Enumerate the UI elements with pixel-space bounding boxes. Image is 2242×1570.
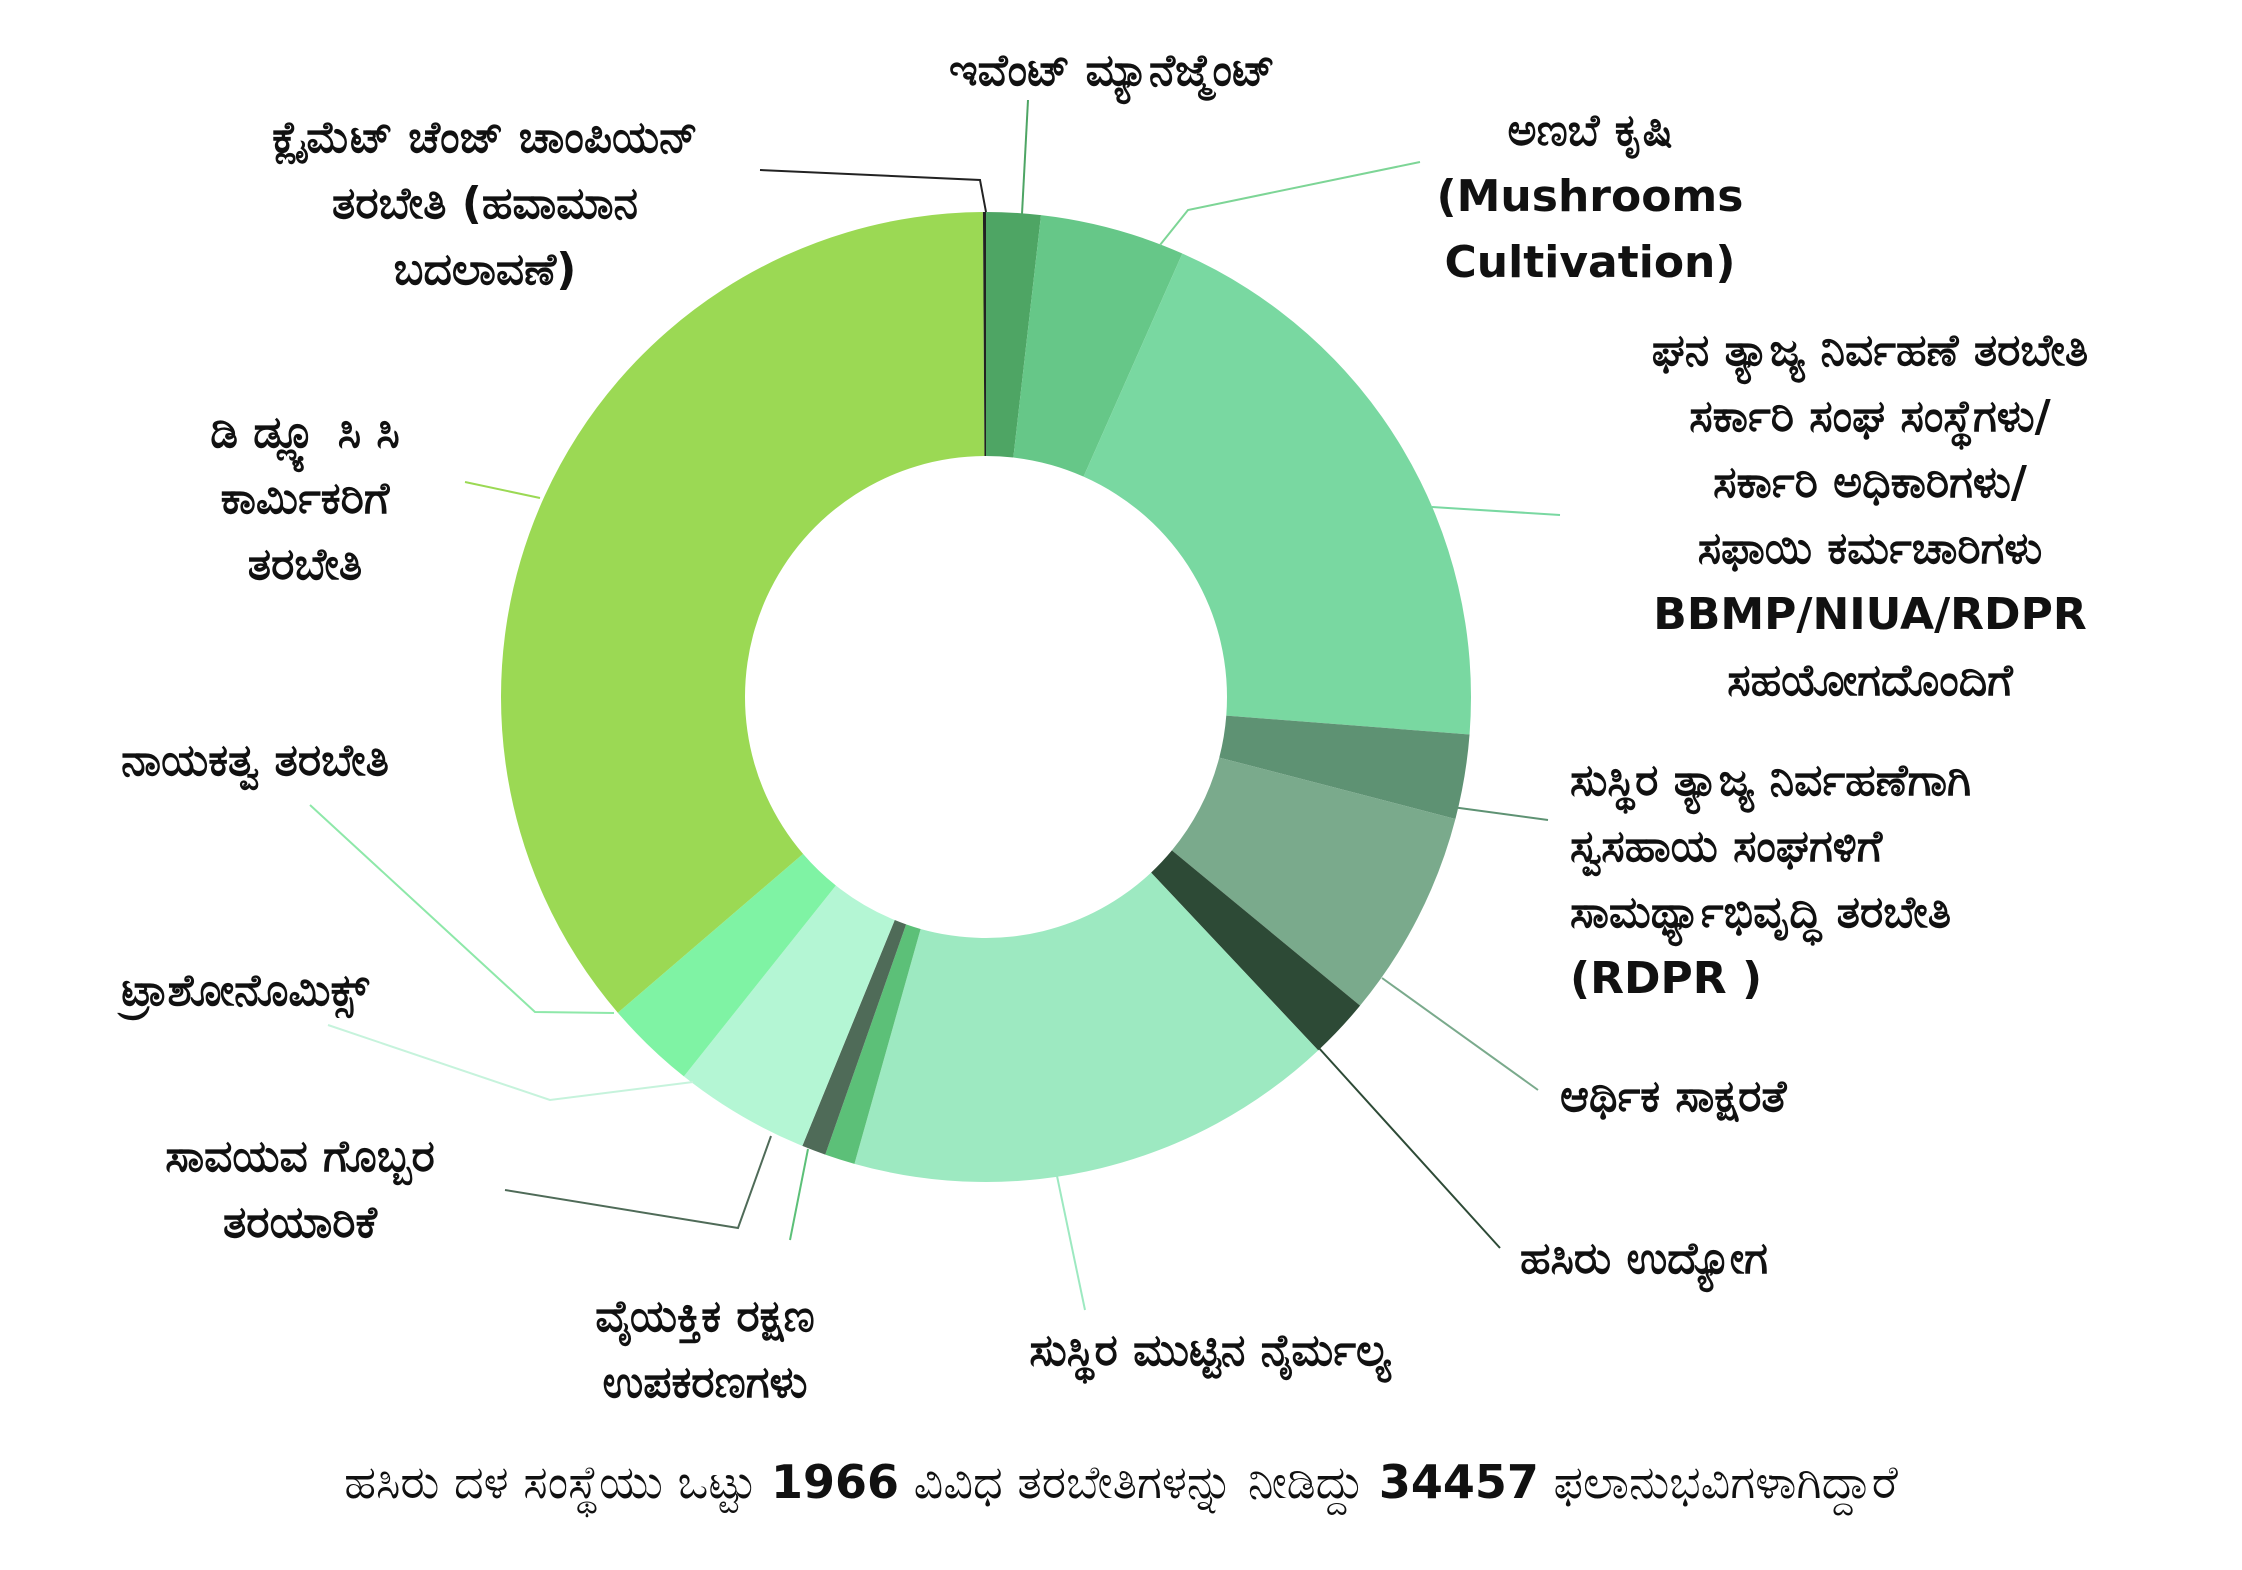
leader-line bbox=[327, 1024, 694, 1102]
slice-label-line: Cultivation) bbox=[1444, 237, 1736, 288]
leader-line bbox=[1381, 977, 1539, 1091]
donut-slice bbox=[1151, 850, 1361, 1051]
footer-suffix: ಫಲಾನುಭವಿಗಳಾಗಿದ್ದಾರೆ bbox=[1538, 1455, 1898, 1509]
donut-slice bbox=[1013, 215, 1183, 477]
slice-label-line: ತರಬೇತಿ (ಹವಾಮಾನ bbox=[332, 178, 638, 229]
slice-label: ಘನ ತ್ಯಾಜ್ಯ ನಿರ್ವಹಣೆ ತರಬೇತಿ ಸರ್ಕಾರಿ ಸಂಘ ಸಂ… bbox=[1500, 318, 2240, 714]
slice-label-line: ಅಣಬೆ ಕೃಷಿ bbox=[1507, 105, 1673, 156]
leader-line bbox=[1317, 1046, 1501, 1249]
slice-label-line: ವೈಯಕ್ತಿಕ ರಕ್ಷಣ bbox=[595, 1291, 815, 1342]
leader-line bbox=[1159, 161, 1421, 246]
slice-label-line: ತರಬೇತಿ bbox=[247, 539, 363, 590]
slice-label: ಕ್ಲೈಮೆಟ್ ಚೆಂಜ್ ಚಾಂಪಿಯನ್ ತರಬೇತಿ (ಹವಾಮಾನ ಬದಲ… bbox=[165, 105, 805, 303]
slice-label-line: ಬದಲಾವಣೆ) bbox=[393, 244, 577, 295]
donut-slice bbox=[854, 872, 1319, 1183]
footer-prefix: ಹಸಿರು ದಳ ಸಂಸ್ಥೆಯು ಒಟ್ಟು bbox=[344, 1455, 772, 1509]
slice-label-line: ಸಾವಯವ ಗೊಬ್ಬರ bbox=[165, 1131, 435, 1182]
footer-middle: ವಿವಿಧ ತರಬೇತಿಗಳನ್ನು ನೀಡಿದ್ದು bbox=[899, 1455, 1379, 1509]
donut-slice bbox=[825, 924, 921, 1164]
slice-label-line: ಕಾರ್ಮಿಕರಿಗೆ bbox=[220, 473, 390, 524]
donut-slice bbox=[683, 885, 895, 1146]
slice-label: ಇವೆಂಟ್ ಮ್ಯಾನೆಜ್ಮೆಂಟ್ bbox=[812, 38, 1412, 104]
donut-slice bbox=[982, 212, 986, 457]
slice-label-line: ಸಾಮರ್ಥ್ಯಾಭಿವೃದ್ಧಿ ತರಬೇತಿ bbox=[1570, 887, 1952, 938]
slice-label-line: ಹಸಿರು ಉದ್ಯೋಗ bbox=[1520, 1233, 1768, 1284]
leader-line bbox=[504, 1135, 772, 1230]
donut-slice bbox=[500, 212, 985, 1013]
leader-line bbox=[309, 804, 615, 1014]
footer-caption: ಹಸಿರು ದಳ ಸಂಸ್ಥೆಯು ಒಟ್ಟು 1966 ವಿವಿಧ ತರಬೇತ… bbox=[0, 1455, 2242, 1511]
leader-line bbox=[759, 169, 987, 213]
slice-label: ಸುಸ್ಥಿರ ತ್ಯಾಜ್ಯ ನಿರ್ವಹಣೆಗಾಗಿ ಸ್ವಸಹಾಯ ಸಂಘಗ… bbox=[1570, 748, 2210, 1012]
slice-label: ನಾಯಕತ್ವ ತರಬೇತಿ bbox=[45, 728, 465, 794]
leader-line bbox=[1431, 506, 1561, 516]
slice-label-line: ಸ್ವಸಹಾಯ ಸಂಘಗಳಿಗೆ bbox=[1570, 821, 1883, 872]
slice-label-line: ಇವೆಂಟ್ ಮ್ಯಾನೆಜ್ಮೆಂಟ್ bbox=[948, 45, 1276, 96]
slice-label: ಸಾವಯವ ಗೊಬ್ಬರ ತರಯಾರಿಕೆ bbox=[85, 1124, 515, 1256]
donut-slice bbox=[986, 212, 1042, 458]
slice-label: ಅಣಬೆ ಕೃಷಿ (Mushrooms Cultivation) bbox=[1370, 98, 1810, 296]
slice-label-line: ಉಪಕರಣಗಳು bbox=[602, 1357, 808, 1408]
footer-trainings-count: 1966 bbox=[771, 1455, 900, 1509]
donut-slice bbox=[802, 920, 907, 1155]
slice-label-line: BBMP/NIUA/RDPR bbox=[1653, 589, 2087, 640]
donut-slice bbox=[617, 853, 836, 1077]
leader-line bbox=[1056, 1175, 1086, 1311]
leader-line bbox=[464, 481, 541, 499]
slice-label-line: ಟ್ರಾಶೋನೊಮಿಕ್ಸ್ bbox=[121, 965, 369, 1016]
donut-slice bbox=[1171, 757, 1456, 1006]
slice-label-line: ಘನ ತ್ಯಾಜ್ಯ ನಿರ್ವಹಣೆ ತರಬೇತಿ bbox=[1651, 325, 2089, 376]
slice-label: ಟ್ರಾಶೋನೊಮಿಕ್ಸ್ bbox=[35, 958, 455, 1024]
slice-label-line: ಸರ್ಕಾರಿ ಸಂಘ ಸಂಸ್ಥೆಗಳು/ bbox=[1689, 391, 2051, 442]
slice-label: ಹಸಿರು ಉದ್ಯೋಗ bbox=[1520, 1226, 1940, 1292]
slice-label-line: ಸರ್ಕಾರಿ ಅಧಿಕಾರಿಗಳು/ bbox=[1713, 457, 2027, 508]
donut-slice bbox=[1083, 253, 1471, 735]
slice-label-line: ಆರ್ಥಿಕ ಸಾಕ್ಷರತೆ bbox=[1560, 1071, 1787, 1122]
slice-label-line: (RDPR ) bbox=[1570, 953, 1763, 1004]
slice-label: ಸುಸ್ಥಿರ ಮುಟ್ಟಿನ ನೈರ್ಮಲ್ಯ bbox=[900, 1318, 1520, 1384]
slice-label-line: ನಾಯಕತ್ವ ತರಬೇತಿ bbox=[121, 735, 389, 786]
slice-label: ವೈಯಕ್ತಿಕ ರಕ್ಷಣ ಉಪಕರಣಗಳು bbox=[525, 1284, 885, 1416]
slice-label-line: ಸಹಯೋಗದೊಂದಿಗೆ bbox=[1727, 655, 2013, 706]
slice-label-line: ಡಿ ಡ್ಲ್ಯೂ ಸಿ ಸಿ bbox=[210, 407, 400, 458]
slice-label: ಆರ್ಥಿಕ ಸಾಕ್ಷರತೆ bbox=[1560, 1064, 1980, 1130]
leader-line bbox=[1021, 99, 1029, 215]
leader-line bbox=[1451, 806, 1549, 821]
slice-label-line: (Mushrooms bbox=[1436, 171, 1744, 222]
donut-slice bbox=[1219, 715, 1470, 819]
slice-label-line: ತರಯಾರಿಕೆ bbox=[222, 1197, 378, 1248]
slice-label-line: ಕ್ಲೈಮೆಟ್ ಚೆಂಜ್ ಚಾಂಪಿಯನ್ bbox=[272, 112, 698, 163]
footer-beneficiaries-count: 34457 bbox=[1378, 1455, 1539, 1509]
slice-label-line: ಸುಸ್ಥಿರ ತ್ಯಾಜ್ಯ ನಿರ್ವಹಣೆಗಾಗಿ bbox=[1570, 755, 1972, 806]
slice-label: ಡಿ ಡ್ಲ್ಯೂ ಸಿ ಸಿ ಕಾರ್ಮಿಕರಿಗೆ ತರಬೇತಿ bbox=[125, 400, 485, 598]
slice-label-line: ಸುಸ್ಥಿರ ಮುಟ್ಟಿನ ನೈರ್ಮಲ್ಯ bbox=[1029, 1325, 1391, 1376]
slice-label-line: ಸಫಾಯಿ ಕರ್ಮಚಾರಿಗಳು bbox=[1697, 523, 2043, 574]
leader-line bbox=[789, 1148, 809, 1241]
